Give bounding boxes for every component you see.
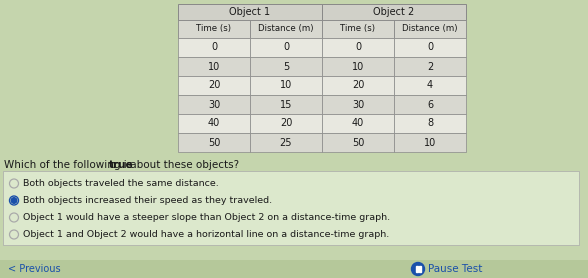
Text: true: true bbox=[109, 160, 134, 170]
Text: Pause Test: Pause Test bbox=[428, 264, 482, 274]
Text: about these objects?: about these objects? bbox=[127, 160, 239, 170]
Text: 25: 25 bbox=[280, 138, 292, 148]
Text: 10: 10 bbox=[280, 81, 292, 91]
Text: 20: 20 bbox=[280, 118, 292, 128]
Bar bbox=[178, 114, 250, 133]
Text: 50: 50 bbox=[208, 138, 220, 148]
Text: 6: 6 bbox=[427, 100, 433, 110]
Bar bbox=[178, 95, 250, 114]
Text: 10: 10 bbox=[208, 61, 220, 71]
Bar bbox=[3, 171, 579, 245]
Text: Distance (m): Distance (m) bbox=[258, 24, 314, 34]
Bar bbox=[250, 114, 322, 133]
Text: 2: 2 bbox=[427, 61, 433, 71]
Text: 30: 30 bbox=[208, 100, 220, 110]
Text: 10: 10 bbox=[352, 61, 364, 71]
Text: 30: 30 bbox=[352, 100, 364, 110]
Text: Object 1: Object 1 bbox=[229, 7, 270, 17]
Text: 0: 0 bbox=[211, 43, 217, 53]
Bar bbox=[394, 133, 466, 152]
Text: < Previous: < Previous bbox=[8, 264, 61, 274]
Bar bbox=[394, 95, 466, 114]
Bar bbox=[250, 57, 322, 76]
Text: 10: 10 bbox=[424, 138, 436, 148]
Bar bbox=[178, 133, 250, 152]
Bar bbox=[322, 20, 394, 38]
Bar bbox=[322, 76, 394, 95]
Bar bbox=[250, 76, 322, 95]
Bar bbox=[178, 38, 250, 57]
Bar bbox=[178, 57, 250, 76]
Bar bbox=[178, 4, 322, 20]
Text: 4: 4 bbox=[427, 81, 433, 91]
Text: Distance (m): Distance (m) bbox=[402, 24, 457, 34]
Bar bbox=[419, 266, 420, 272]
Bar bbox=[250, 133, 322, 152]
Bar bbox=[250, 95, 322, 114]
Bar bbox=[394, 114, 466, 133]
Text: 8: 8 bbox=[427, 118, 433, 128]
Bar bbox=[322, 4, 466, 20]
Text: 0: 0 bbox=[427, 43, 433, 53]
Bar bbox=[416, 266, 417, 272]
Text: 50: 50 bbox=[352, 138, 364, 148]
Bar bbox=[250, 20, 322, 38]
Text: 40: 40 bbox=[208, 118, 220, 128]
Text: 15: 15 bbox=[280, 100, 292, 110]
Bar bbox=[322, 38, 394, 57]
Text: Object 2: Object 2 bbox=[373, 7, 415, 17]
Text: 20: 20 bbox=[208, 81, 220, 91]
Bar bbox=[322, 57, 394, 76]
Bar bbox=[394, 76, 466, 95]
Text: Time (s): Time (s) bbox=[196, 24, 232, 34]
Bar bbox=[0, 260, 588, 278]
Text: Object 1 and Object 2 would have a horizontal line on a distance-time graph.: Object 1 and Object 2 would have a horiz… bbox=[23, 230, 389, 239]
Bar bbox=[178, 20, 250, 38]
Text: Which of the following is: Which of the following is bbox=[4, 160, 135, 170]
Text: 40: 40 bbox=[352, 118, 364, 128]
Bar bbox=[250, 38, 322, 57]
Bar bbox=[322, 133, 394, 152]
Text: Both objects traveled the same distance.: Both objects traveled the same distance. bbox=[23, 179, 219, 188]
Circle shape bbox=[11, 198, 17, 203]
Text: Both objects increased their speed as they traveled.: Both objects increased their speed as th… bbox=[23, 196, 272, 205]
Text: 20: 20 bbox=[352, 81, 364, 91]
Bar bbox=[322, 114, 394, 133]
Circle shape bbox=[412, 262, 425, 275]
Bar bbox=[394, 57, 466, 76]
Text: Object 1 would have a steeper slope than Object 2 on a distance-time graph.: Object 1 would have a steeper slope than… bbox=[23, 213, 390, 222]
Text: 0: 0 bbox=[355, 43, 361, 53]
Text: 5: 5 bbox=[283, 61, 289, 71]
Bar bbox=[322, 95, 394, 114]
Text: 0: 0 bbox=[283, 43, 289, 53]
Bar bbox=[394, 38, 466, 57]
Text: Time (s): Time (s) bbox=[340, 24, 376, 34]
Bar bbox=[394, 20, 466, 38]
Bar bbox=[178, 76, 250, 95]
